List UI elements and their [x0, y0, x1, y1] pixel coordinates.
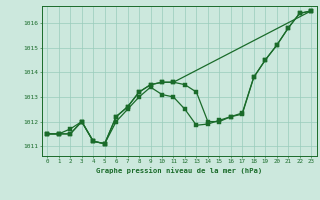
X-axis label: Graphe pression niveau de la mer (hPa): Graphe pression niveau de la mer (hPa) [96, 167, 262, 174]
